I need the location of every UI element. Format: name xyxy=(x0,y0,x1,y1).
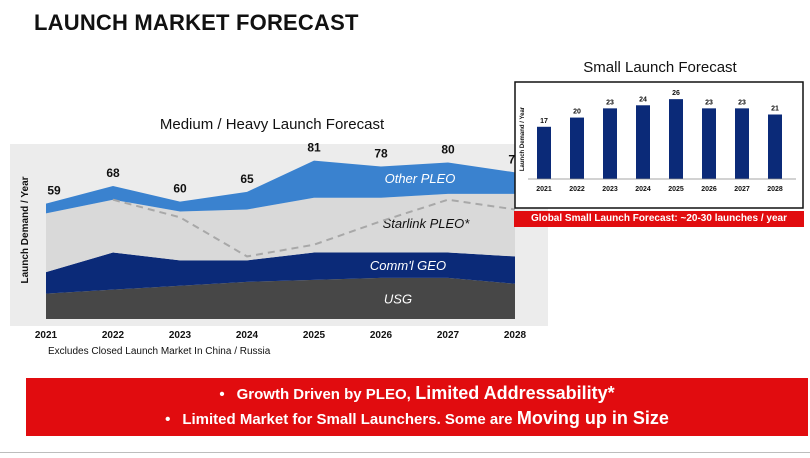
small-x-tick-label: 2025 xyxy=(668,186,684,193)
x-tick-label: 2025 xyxy=(303,330,326,341)
small-x-tick-label: 2023 xyxy=(602,186,618,193)
small-x-tick-label: 2026 xyxy=(701,186,717,193)
small-bar-value: 24 xyxy=(639,96,647,103)
small-bar xyxy=(702,108,716,179)
y-axis-label: Launch Demand / Year xyxy=(20,176,31,283)
small-bar xyxy=(735,108,749,179)
medium-heavy-chart: USG Comm'l GEO Starlink PLEO* Other PLEO 59 6… xyxy=(10,116,548,341)
total-label: 65 xyxy=(240,172,254,186)
small-x-tick-label: 2021 xyxy=(536,186,552,193)
small-bar xyxy=(603,108,617,179)
small-bar xyxy=(768,114,782,179)
series-label-usg: USG xyxy=(384,291,412,306)
small-launch-footer: Global Small Launch Forecast: ~20-30 lau… xyxy=(514,211,804,227)
x-tick-label: 2021 xyxy=(35,330,58,341)
x-tick-label: 2028 xyxy=(504,330,527,341)
small-chart-frame xyxy=(514,81,804,209)
small-x-tick-label: 2022 xyxy=(569,186,585,193)
summary-line-2: • Limited Market for Small Launchers. Som… xyxy=(26,408,808,429)
bullet-icon: • xyxy=(219,386,225,403)
series-label-other-pleo: Other PLEO xyxy=(385,171,456,186)
small-launch-chart: 17 2021 20 2022 23 2023 24 2024 26 2025 23 2026 23 20… xyxy=(514,81,804,209)
small-bar-value: 23 xyxy=(705,99,713,106)
chart-title: Medium / Heavy Launch Forecast xyxy=(160,116,385,133)
small-bar xyxy=(636,105,650,179)
summary-line-2-lead: Limited Market for Small Launchers. Some… xyxy=(182,411,513,428)
summary-banner: • Growth Driven by PLEO, Limited Addressa… xyxy=(26,378,808,436)
small-x-tick-label: 2028 xyxy=(767,186,783,193)
total-label: 78 xyxy=(374,146,388,160)
small-bar xyxy=(537,126,551,179)
slide-title: LAUNCH MARKET FORECAST xyxy=(34,10,359,35)
total-label: 59 xyxy=(47,184,61,198)
small-bar-value: 17 xyxy=(540,118,548,125)
total-label: 81 xyxy=(307,141,321,155)
x-tick-label: 2026 xyxy=(370,330,393,341)
small-bar-value: 23 xyxy=(606,99,614,106)
small-bar xyxy=(570,117,584,179)
bottom-divider xyxy=(0,452,810,453)
small-bar xyxy=(669,99,683,179)
series-label-comm-l-geo: Comm'l GEO xyxy=(370,258,446,273)
summary-line-1-lead: Growth Driven by PLEO, xyxy=(236,386,411,403)
x-tick-label: 2023 xyxy=(169,330,192,341)
area-other-pleo xyxy=(46,160,515,214)
bullet-icon: • xyxy=(165,411,171,428)
x-tick-label: 2024 xyxy=(236,330,259,341)
small-y-axis-label: Launch Demand / Year xyxy=(520,106,526,171)
small-launch-title: Small Launch Forecast xyxy=(583,59,737,76)
total-label: 68 xyxy=(106,166,120,180)
small-bar-value: 23 xyxy=(738,99,746,106)
small-x-tick-label: 2027 xyxy=(734,186,750,193)
footnote: Excludes Closed Launch Market In China /… xyxy=(48,346,271,357)
series-label-starlink-pleo: Starlink PLEO* xyxy=(383,216,471,231)
x-tick-label: 2022 xyxy=(102,330,125,341)
small-bar-value: 20 xyxy=(573,109,581,116)
summary-line-1: • Growth Driven by PLEO, Limited Addressa… xyxy=(26,383,808,404)
x-tick-label: 2027 xyxy=(437,330,460,341)
small-bar-value: 26 xyxy=(672,90,680,97)
area-comm-l-geo xyxy=(46,252,515,294)
total-label: 60 xyxy=(173,182,187,196)
small-x-tick-label: 2024 xyxy=(635,186,651,193)
small-bar-value: 21 xyxy=(771,106,779,113)
summary-line-2-emphasis: Moving up in Size xyxy=(516,408,669,428)
total-label: 80 xyxy=(441,143,455,157)
area-usg xyxy=(46,277,515,319)
summary-line-1-emphasis: Limited Addressability* xyxy=(415,383,615,403)
